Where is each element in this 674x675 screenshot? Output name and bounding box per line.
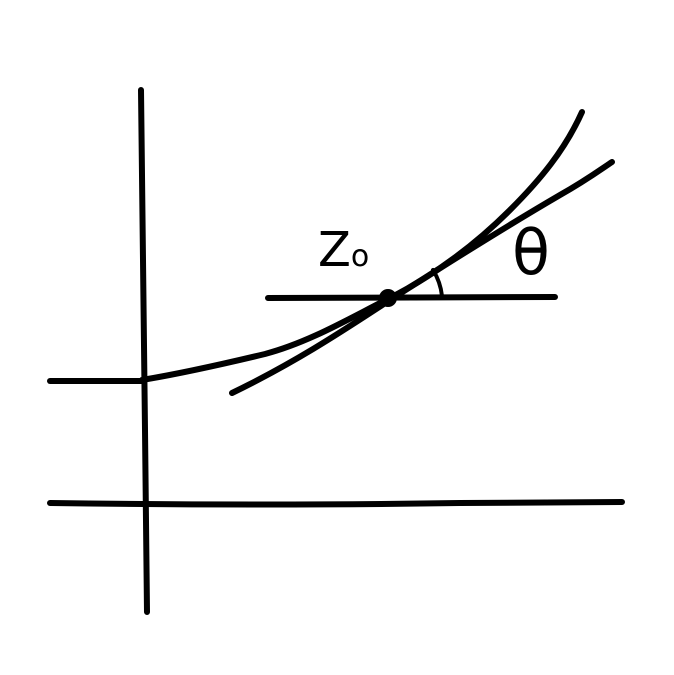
horizontal-axis — [47, 499, 625, 508]
point-label-main: Z — [318, 222, 351, 278]
angle-label: θ — [512, 216, 550, 289]
angle-arc — [431, 268, 444, 298]
point-label: Zo — [318, 226, 369, 274]
tangent-line — [229, 159, 615, 396]
point-label-subscript: o — [350, 239, 370, 274]
vertical-axis — [138, 87, 150, 615]
reference-line — [265, 294, 558, 301]
tangent-point — [379, 289, 397, 307]
